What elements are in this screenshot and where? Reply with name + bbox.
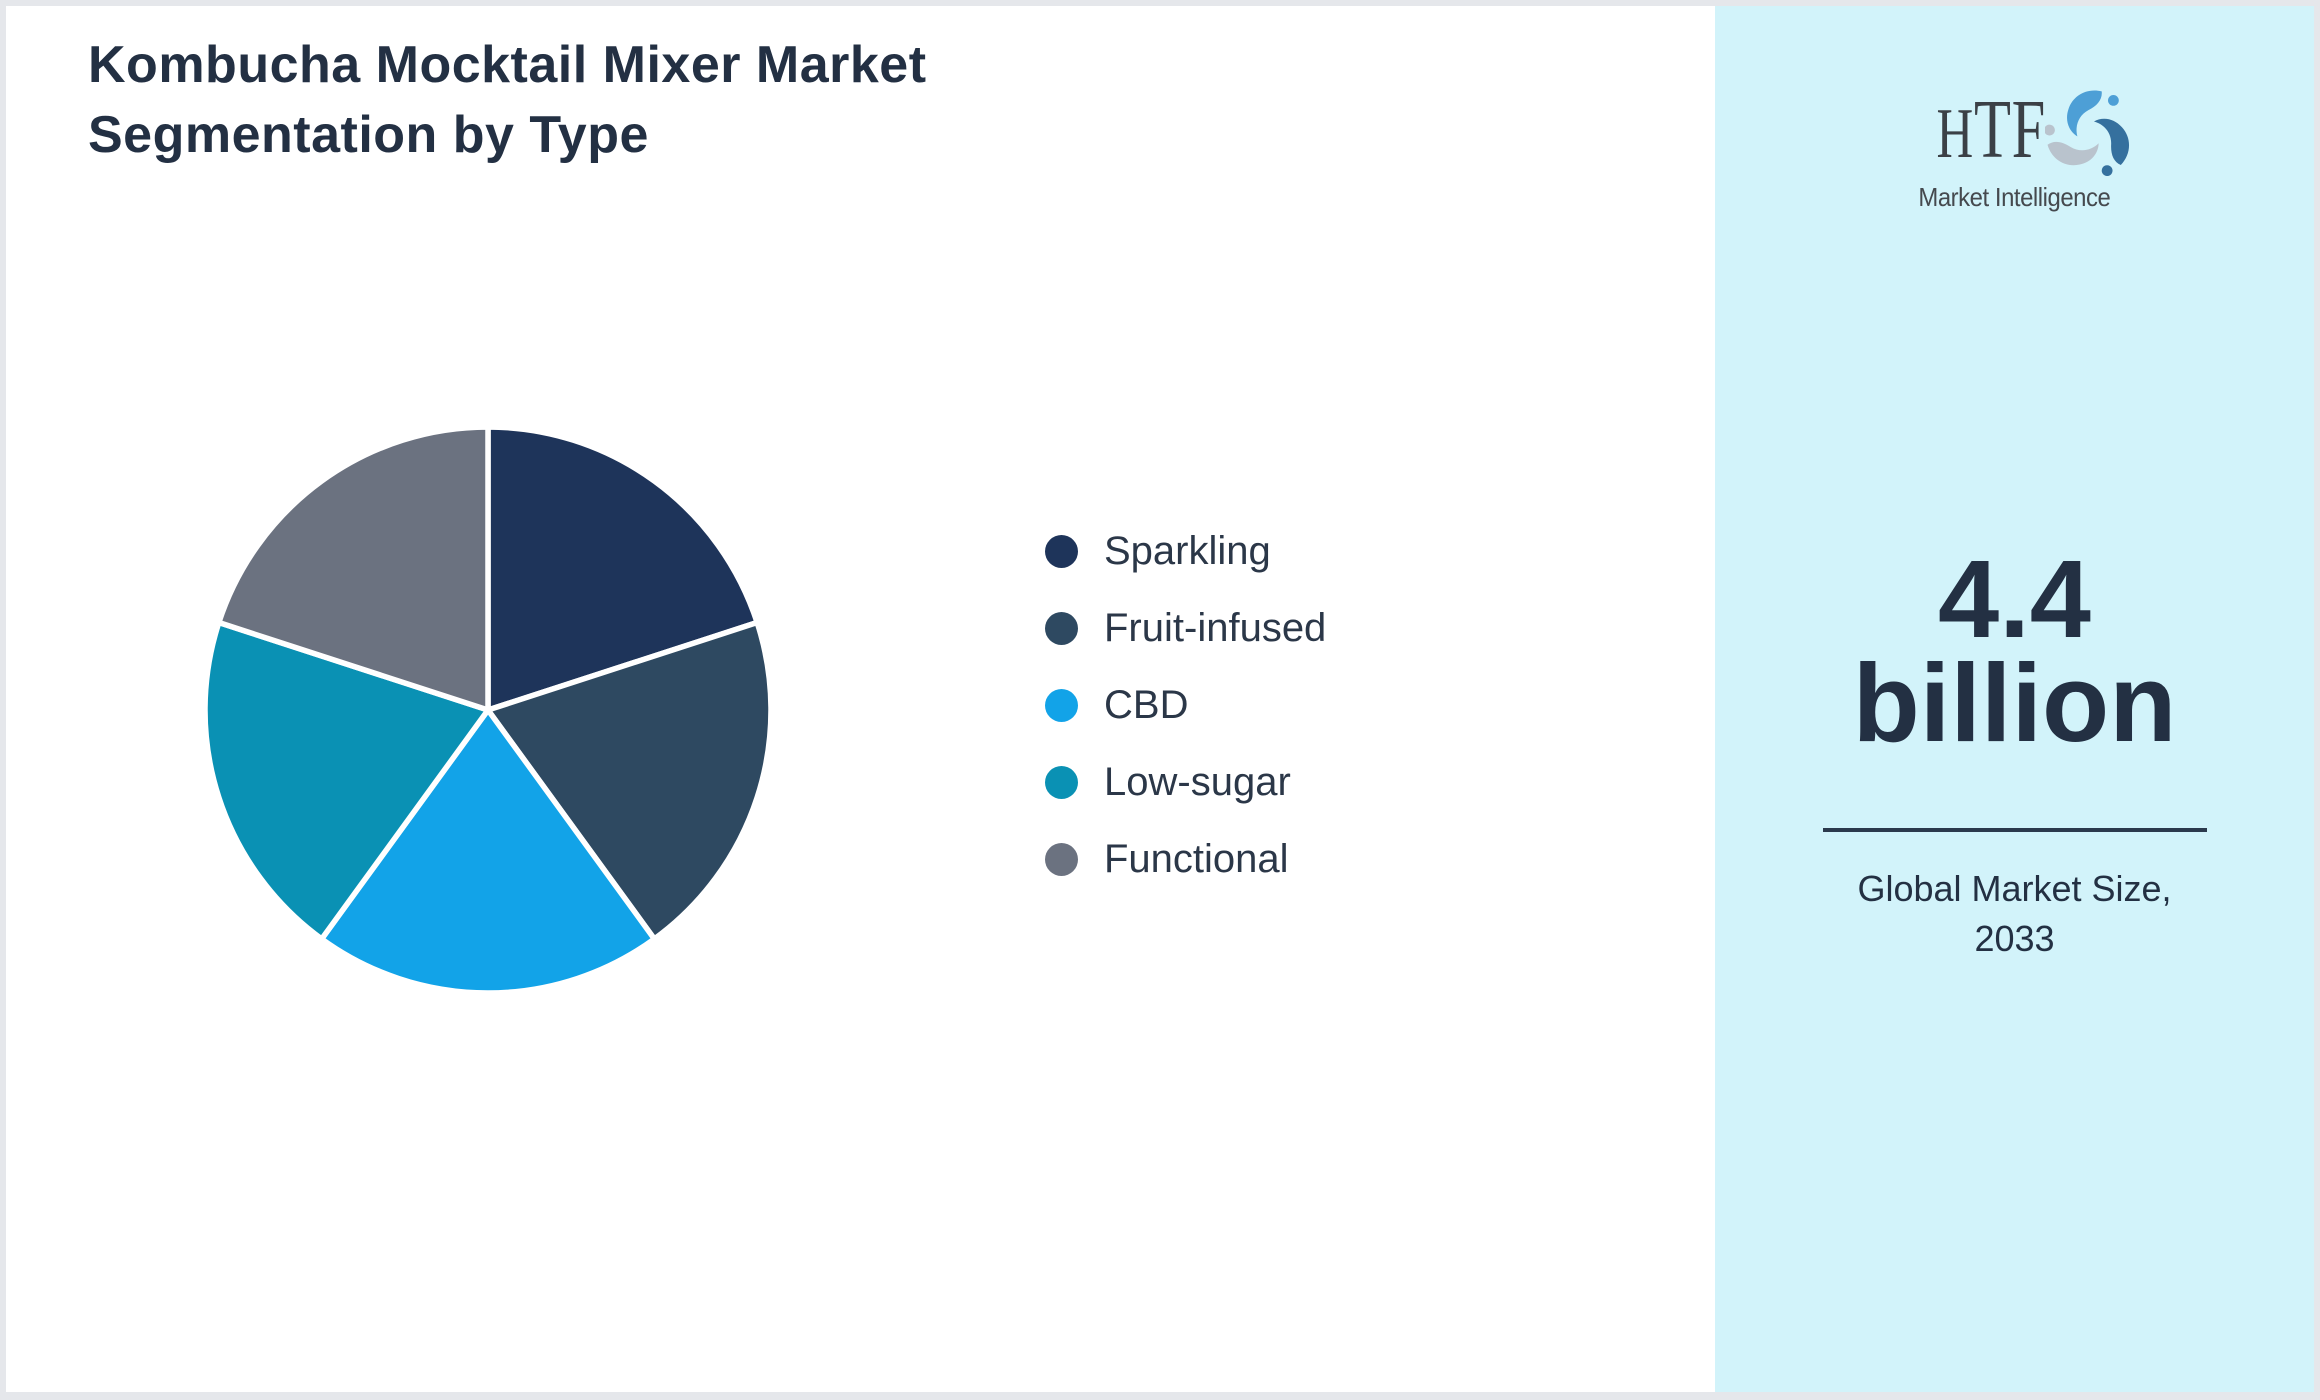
pie-slice-sparkling — [485, 424, 760, 713]
legend-item-fruit-infused: Fruit-infused — [1045, 606, 1326, 650]
pie-slice-fruit-infused — [485, 619, 774, 942]
legend: Sparkling Fruit-infused CBD Low-sugar Functi… — [1045, 529, 1326, 881]
page-title: Kombucha Mocktail Mixer Market Segmentat… — [88, 36, 927, 164]
market-size-value-line1: 4.4 — [1938, 538, 2091, 661]
legend-label: Low-sugar — [1104, 759, 1291, 804]
pie-chart — [202, 424, 774, 996]
caption-line2: 2033 — [1974, 918, 2055, 959]
pie-slice-low-sugar — [202, 619, 491, 942]
caption-line1: Global Market Size, — [1857, 868, 2172, 909]
market-size-caption: Global Market Size, 2033 — [1715, 864, 2314, 964]
legend-swatch-icon — [1045, 688, 1078, 722]
chart-area: Kombucha Mocktail Mixer Market Segmentat… — [6, 6, 1715, 1392]
legend-item-sparkling: Sparkling — [1045, 529, 1326, 573]
legend-swatch-icon — [1045, 611, 1078, 645]
legend-item-cbd: CBD — [1045, 683, 1326, 727]
divider-line — [1822, 828, 2207, 832]
logo-dolphin-swirl-icon — [2045, 90, 2136, 176]
legend-label: Fruit-infused — [1104, 605, 1327, 650]
logo-subtext: Market Intelligence — [1918, 182, 2111, 212]
legend-label: CBD — [1104, 682, 1189, 727]
legend-item-low-sugar: Low-sugar — [1045, 760, 1326, 804]
htf-logo: HTF Market Intelligence — [1715, 84, 2314, 213]
legend-swatch-icon — [1045, 765, 1078, 799]
market-size-value: 4.4 billion — [1715, 538, 2314, 765]
logo-text: HTF — [1936, 83, 2046, 176]
legend-swatch-icon — [1045, 534, 1078, 568]
market-size-value-line2: billion — [1852, 642, 2177, 765]
legend-item-functional: Functional — [1045, 837, 1326, 881]
legend-swatch-icon — [1045, 842, 1078, 876]
pie-slice-cbd — [318, 707, 658, 996]
side-panel: HTF Market Intelligence 4.4 billion Glob… — [1715, 6, 2314, 1392]
pie-slice-functional — [216, 424, 491, 713]
legend-label: Functional — [1104, 836, 1289, 881]
legend-label: Sparkling — [1104, 528, 1271, 573]
logo-row: HTF — [1894, 84, 2136, 180]
